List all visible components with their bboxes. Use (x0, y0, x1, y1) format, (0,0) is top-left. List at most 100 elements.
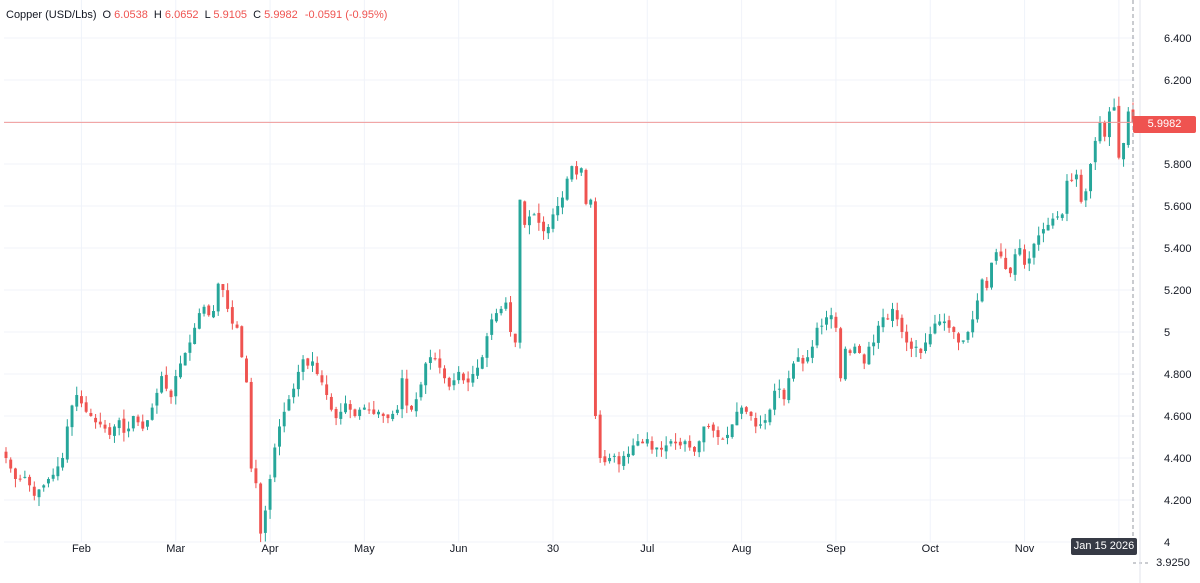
candle (150, 403, 154, 421)
candle (1013, 248, 1017, 281)
candle (735, 402, 739, 426)
candle (1070, 173, 1074, 183)
candle (32, 481, 36, 501)
candle (75, 386, 79, 412)
candle-body (645, 439, 649, 444)
candle (768, 408, 772, 426)
candle-body (509, 302, 513, 332)
candle-body (254, 468, 258, 484)
candle (197, 308, 201, 330)
candle-body (287, 399, 291, 411)
candle (414, 392, 418, 417)
candle (188, 334, 192, 361)
candle (504, 297, 508, 311)
candle-body (193, 327, 197, 344)
candle (381, 412, 385, 423)
candle-body (18, 478, 22, 480)
candle (560, 191, 564, 215)
candle (924, 333, 927, 354)
candle (1103, 120, 1107, 142)
candle-body (933, 323, 937, 334)
candle (641, 438, 645, 444)
candle-body (810, 346, 814, 358)
candle-body (862, 354, 866, 364)
candle-body (207, 305, 211, 316)
candle (914, 340, 918, 358)
candle (79, 390, 83, 408)
candle-body (801, 357, 805, 364)
legend-open-label: O (102, 9, 112, 21)
candle-body (490, 319, 494, 335)
candle-body (240, 326, 244, 358)
candle-body (909, 341, 913, 349)
candle (975, 293, 979, 323)
candle (523, 200, 527, 228)
candle (664, 436, 668, 459)
candle-body (160, 376, 164, 393)
legend-change: -0.0591 (-0.95%) (304, 9, 388, 21)
candle (777, 379, 781, 399)
candle (792, 361, 795, 382)
candle-body (235, 324, 239, 328)
candle-body (1103, 122, 1107, 137)
legend-close-value: 5.9982 (264, 9, 298, 21)
candle (862, 353, 866, 370)
candle (410, 405, 413, 412)
candle (1107, 107, 1111, 146)
candle-body (589, 199, 593, 205)
candle-body (1018, 248, 1022, 255)
y-tick-label: 4.800 (1164, 369, 1192, 381)
candle-body (438, 358, 442, 368)
candle (636, 434, 640, 447)
candle-body (245, 358, 248, 383)
candle (65, 419, 69, 463)
candle-body (108, 427, 112, 435)
candle-body (122, 418, 126, 433)
candle-body (372, 409, 376, 414)
candle (216, 282, 220, 316)
candle-body (735, 411, 739, 426)
candle-body (876, 325, 880, 343)
candle-body (829, 315, 833, 320)
candle-body (1013, 254, 1017, 275)
candle-body (23, 476, 27, 478)
candle (117, 417, 121, 436)
candle-body (532, 214, 536, 216)
candle-body (542, 221, 546, 232)
candle (603, 450, 607, 466)
candle-body (362, 407, 366, 410)
candle-body (353, 409, 357, 416)
candle-body (523, 201, 527, 225)
candle-body (344, 403, 347, 413)
candle (697, 440, 701, 458)
candle (579, 167, 583, 176)
candle-body (230, 307, 234, 324)
candle-body (386, 414, 390, 419)
candle (377, 409, 380, 418)
candle-body (381, 413, 385, 416)
candle (773, 383, 777, 416)
candle (1098, 116, 1102, 144)
candle-body (697, 441, 701, 453)
candle-body (476, 367, 480, 376)
candle (716, 426, 720, 445)
candle (457, 366, 461, 384)
y-tick-label: 5.600 (1164, 201, 1192, 213)
candle-body (1060, 214, 1064, 218)
candle-body (117, 420, 121, 429)
candle (900, 314, 904, 339)
candle-body (961, 340, 965, 342)
candle-body (744, 407, 748, 412)
x-tick-label: May (354, 543, 375, 555)
candle-body (858, 345, 861, 353)
candle (952, 326, 956, 339)
candle-body (197, 313, 201, 329)
candle-body (1079, 174, 1083, 202)
candle-body (4, 451, 8, 458)
crosshair-date-badge: Jan 15 2026 (1071, 538, 1137, 555)
candle (891, 302, 894, 328)
candle-body (579, 168, 583, 173)
candle-body (1041, 229, 1045, 234)
